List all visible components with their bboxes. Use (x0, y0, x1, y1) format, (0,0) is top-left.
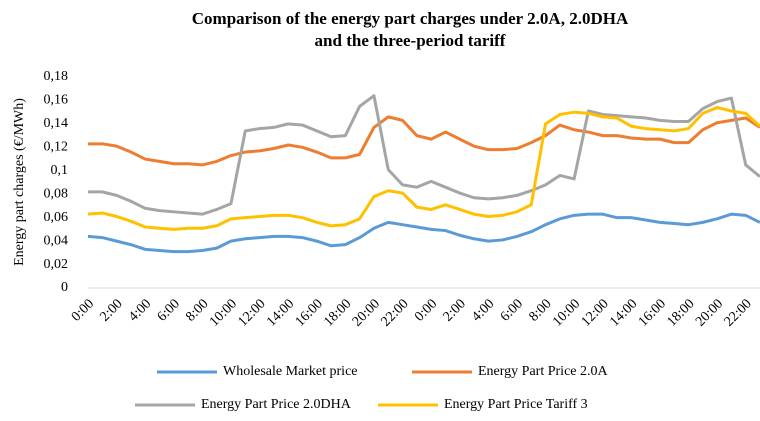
series-line (87, 105, 760, 231)
y-tick-label: 0,06 (44, 210, 69, 225)
legend-label: Energy Part Price 2.0A (478, 364, 608, 379)
x-tick-label: 12:00 (236, 296, 269, 329)
x-tick-label: 10:00 (550, 296, 583, 329)
y-tick-label: 0,12 (44, 140, 69, 155)
series-line (87, 212, 760, 254)
y-tick-label: 0,08 (44, 186, 69, 201)
x-tick-label: 0:00 (69, 296, 97, 324)
y-tick-label: 0,14 (44, 116, 69, 131)
series-line (88, 94, 760, 216)
y-tick-label: 0,18 (44, 69, 69, 84)
x-tick-label: 20:00 (350, 296, 383, 329)
x-tick-label: 4:00 (469, 296, 497, 324)
x-tick-label: 6:00 (498, 296, 526, 324)
x-tick-label: 20:00 (693, 296, 726, 329)
x-tick-label: 2:00 (441, 296, 469, 324)
legend-label: Wholesale Market price (223, 364, 358, 379)
y-tick-label: 0,04 (44, 233, 69, 248)
x-tick-label: 2:00 (97, 296, 125, 324)
chart-title: Comparison of the energy part charges un… (192, 9, 629, 50)
y-tick-label: 0,02 (44, 257, 69, 272)
series-line (88, 115, 760, 167)
x-tick-label: 10:00 (207, 296, 240, 329)
y-axis-label: Energy part charges (€/MWh) (12, 98, 27, 266)
x-tick-label: 0:00 (412, 296, 440, 324)
legend-label: Energy Part Price Tariff 3 (444, 397, 588, 412)
legend-label: Energy Part Price 2.0DHA (201, 397, 352, 412)
x-tick-label: 18:00 (321, 296, 354, 329)
x-tick-label: 16:00 (636, 296, 669, 329)
x-tick-label: 22:00 (722, 296, 755, 329)
x-tick-label: 18:00 (664, 296, 697, 329)
x-tick-label: 22:00 (379, 296, 412, 329)
x-tick-label: 12:00 (579, 296, 612, 329)
x-tick-label: 14:00 (607, 296, 640, 329)
x-tick-label: 6:00 (155, 296, 183, 324)
y-tick-label: 0 (61, 280, 68, 295)
y-tick-label: 0,16 (44, 93, 69, 108)
x-tick-label: 16:00 (293, 296, 326, 329)
x-tick-label: 14:00 (264, 296, 297, 329)
x-tick-label: 4:00 (126, 296, 154, 324)
y-tick-label: 0,1 (51, 163, 69, 178)
